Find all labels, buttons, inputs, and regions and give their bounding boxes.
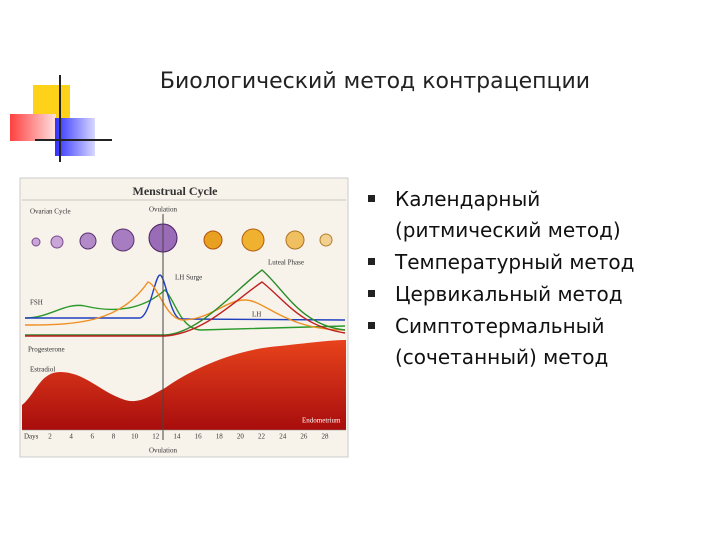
fsh-curve [24,289,346,331]
follicle [31,237,41,247]
bullet-text: (сочетанный) метод [395,345,609,369]
deco-blue [55,118,95,156]
bullet-markers [368,195,375,329]
figure-label: Ovulation [149,447,177,455]
day-label: 24 [279,433,287,441]
progesterone-curve [25,269,346,336]
lh-curve [25,274,346,321]
follicle [50,235,64,249]
figure-label: Ovulation [149,206,177,214]
endometrium [22,340,346,430]
day-label: 6 [91,433,95,441]
day-label: 18 [216,433,224,441]
figure-label: FSH [30,299,43,307]
bullet-text: Календарный [395,187,541,211]
figure-label: Progesterone [28,346,65,354]
day-label: 8 [112,433,116,441]
day-label: 12 [152,433,160,441]
figure: Menstrual Cycle Ovarian Cycle Ovulation … [19,177,349,458]
figure-label: Days [24,433,39,441]
deco-red [10,114,56,141]
day-label: 20 [237,433,245,441]
slide-title: Биологический метод контрацепции [160,69,590,94]
bullet-text: Цервикальный метод [395,282,623,306]
progesterone-curve [25,281,346,337]
follicle [111,228,135,252]
day-label: 26 [300,433,308,441]
figure-label: Endometrium [302,417,341,425]
bullet-text: (ритмический метод) [395,218,621,242]
figure-label: Luteal Phase [268,259,304,267]
corpus-luteum [285,230,305,250]
estradiol-curve [24,281,346,331]
figure-label: Estradiol [30,366,55,374]
figure-label: LH [252,311,261,319]
bullet-text: Температурный метод [395,250,635,274]
follicle [79,232,97,250]
corpus-luteum [319,233,333,247]
corpus-luteum [241,228,265,252]
day-label: 16 [195,433,203,441]
day-label: 14 [173,433,181,441]
bullet-marker [368,290,375,297]
bullet-marker [368,322,375,329]
figure-title: Menstrual Cycle [133,184,219,198]
day-axis: 2 4 6 8 10 12 14 16 18 20 22 24 26 28 [48,433,329,441]
bullet-text: Симптотермальный [395,314,605,338]
day-label: 4 [69,433,73,441]
day-label: 28 [322,433,330,441]
figure-label: LH Surge [175,274,202,282]
day-label: 22 [258,433,266,441]
corpus-luteum [203,230,223,250]
day-label: 10 [131,433,139,441]
day-label: 2 [48,433,52,441]
bullet-marker [368,258,375,265]
bullet-marker [368,195,375,202]
figure-label: Ovarian Cycle [30,208,71,216]
